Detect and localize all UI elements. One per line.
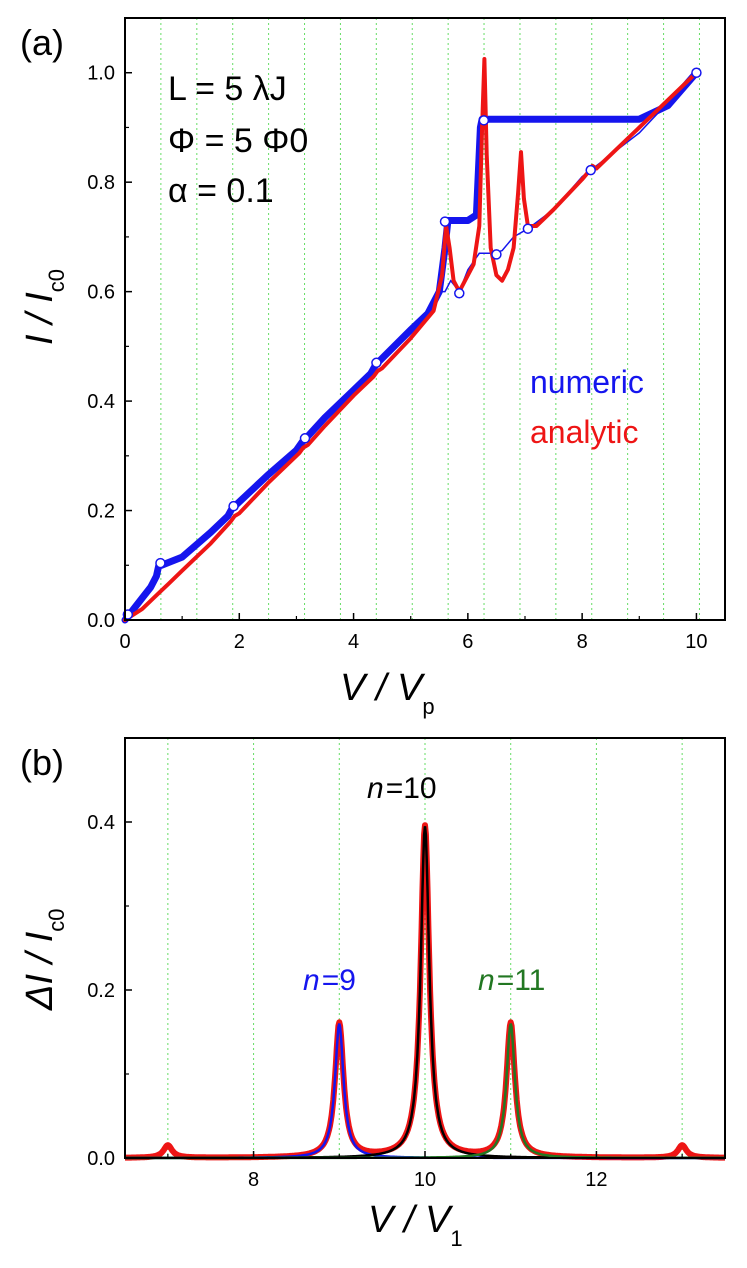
a-ticks: 0 2 4 6 8 10 0.0 0.2 0.4 0.6 0.8 1.0 (87, 17, 708, 653)
numeric-series-line (121, 69, 700, 624)
b-y-tick-label: 0.0 (87, 1148, 115, 1170)
a-param-flux: Φ = 5 Φ0 (168, 122, 308, 160)
numeric-marker (491, 249, 502, 260)
a-x-tick-label: 10 (685, 631, 707, 653)
panel-b: 8 10 120.00.20.4 (b) n=9 n=10 n=11 V / V1 … (19, 737, 728, 1251)
numeric-marker (371, 357, 382, 369)
a-x-tick-label: 8 (577, 631, 588, 653)
a-y-tick-label: 0.0 (87, 610, 115, 632)
a-y-tick-label: 0.2 (87, 501, 115, 523)
a-x-tick-label: 4 (348, 631, 359, 653)
b-y-tick-label: 0.4 (87, 812, 115, 834)
a-y-axis-label: I / Ic0 (19, 269, 69, 345)
a-y-tick-label: 1.0 (87, 63, 115, 85)
analytic-series-line (123, 57, 699, 622)
b-grid-lines (167, 738, 683, 1158)
b-y-axis-label: ΔI / Ic0 (19, 908, 69, 1011)
a-param-alpha: α = 0.1 (168, 172, 274, 210)
n11-label: n=11 (478, 964, 545, 997)
numeric-marker (454, 288, 465, 299)
a-y-tick-label: 0.4 (87, 391, 115, 413)
numeric-marker (522, 223, 534, 234)
a-plot-frame (124, 17, 726, 621)
a-y-tick-label: 0.6 (87, 282, 115, 304)
a-panel-label: (a) (20, 22, 64, 63)
numeric-marker (228, 500, 239, 512)
n9-label: n=9 (303, 964, 356, 997)
a-grid-lines (160, 18, 700, 620)
numeric-marker (299, 433, 311, 444)
n10-label: n=10 (367, 772, 437, 805)
total-curve (122, 822, 728, 1161)
b-x-tick-label: 8 (248, 1169, 259, 1191)
b-x-axis-label: V / V1 (368, 1199, 463, 1251)
legend-analytic: analytic (530, 414, 639, 450)
a-y-tick-label: 0.8 (87, 172, 115, 194)
a-x-tick-label: 2 (234, 631, 245, 653)
numeric-marker (691, 67, 702, 78)
b-ticks: 8 10 12 0.0 0.2 0.4 (87, 812, 683, 1191)
numeric-marker (478, 115, 490, 126)
a-series-group (121, 57, 702, 624)
a-x-axis-label: V / Vp (340, 667, 435, 719)
b-x-tick-label: 12 (585, 1169, 607, 1191)
b-x-tick-label: 10 (414, 1169, 436, 1191)
a-x-tick-label: 0 (119, 631, 130, 653)
b-y-tick-label: 0.2 (87, 980, 115, 1002)
b-panel-label: (b) (20, 742, 64, 783)
numeric-marker (155, 557, 166, 569)
legend-numeric: numeric (530, 364, 644, 400)
a-param-length: L = 5 λJ (168, 70, 287, 108)
numeric-marker (585, 164, 596, 176)
panel-a: 0 2 4 6 8 10 0.0 0.2 0.4 0.6 0.8 1.0 (a) L = 5 λJ Φ… (19, 17, 726, 719)
a-x-tick-label: 6 (462, 631, 473, 653)
numeric-marker (439, 216, 451, 227)
